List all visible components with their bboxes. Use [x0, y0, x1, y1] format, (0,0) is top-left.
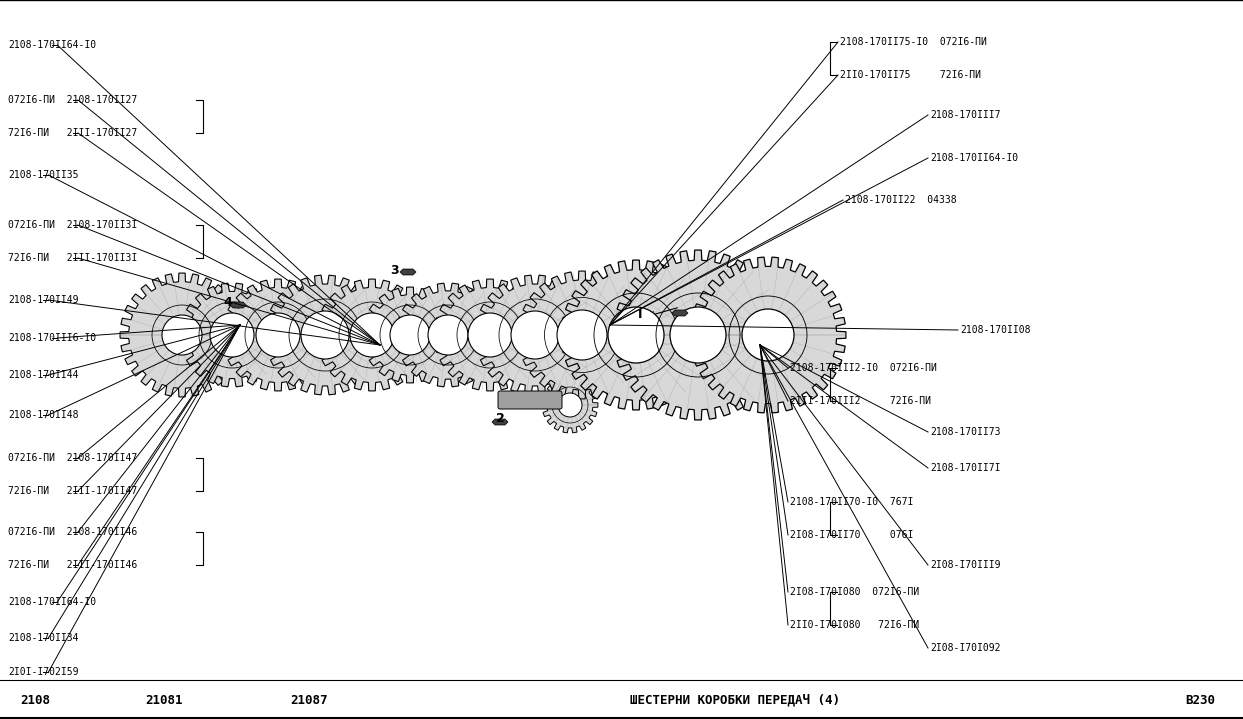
Circle shape: [256, 313, 300, 357]
Circle shape: [210, 313, 254, 357]
Text: 2108-170II73: 2108-170II73: [930, 427, 1001, 437]
Text: 072I6-ПИ  2108-170II27: 072I6-ПИ 2108-170II27: [7, 95, 137, 105]
Text: 72I6-ПИ   2III-170II3I: 72I6-ПИ 2III-170II3I: [7, 253, 137, 263]
Polygon shape: [362, 287, 457, 383]
Text: 4: 4: [224, 296, 232, 308]
Text: 2III-170III2     72I6-ПИ: 2III-170III2 72I6-ПИ: [791, 396, 931, 406]
Text: 72I6-ПИ   2III-170II27: 72I6-ПИ 2III-170II27: [7, 128, 137, 138]
Polygon shape: [434, 279, 546, 391]
Polygon shape: [222, 279, 334, 391]
Text: 2108-170II49: 2108-170II49: [7, 295, 78, 305]
Text: 2II0-I70I080   72I6-ПИ: 2II0-I70I080 72I6-ПИ: [791, 620, 920, 630]
Text: 2108-170II64-I0: 2108-170II64-I0: [7, 597, 96, 607]
Text: 072I6-ПИ  2108-170II47: 072I6-ПИ 2108-170II47: [7, 453, 137, 463]
Polygon shape: [561, 260, 711, 410]
Circle shape: [670, 307, 726, 363]
Text: 2108-170III2-I0  072I6-ПИ: 2108-170III2-I0 072I6-ПИ: [791, 363, 937, 373]
Text: 2108-170II44: 2108-170II44: [7, 370, 78, 380]
Polygon shape: [518, 271, 646, 399]
Text: 2108-170II22  04338: 2108-170II22 04338: [845, 195, 957, 205]
Text: I: I: [638, 308, 643, 321]
Text: 3: 3: [390, 263, 399, 277]
Circle shape: [608, 307, 664, 363]
Text: 2108-170II7I: 2108-170II7I: [930, 463, 1001, 473]
Text: 72I6-ПИ   2III-170II46: 72I6-ПИ 2III-170II46: [7, 560, 137, 570]
Circle shape: [557, 310, 607, 360]
Text: 2II0-170II75     72I6-ПИ: 2II0-170II75 72I6-ПИ: [840, 70, 981, 80]
Circle shape: [511, 311, 559, 359]
Text: 2I08-I70II70     076I: 2I08-I70II70 076I: [791, 530, 914, 540]
Text: 2108-170II08: 2108-170II08: [960, 325, 1030, 335]
Polygon shape: [121, 273, 244, 397]
Text: 2108-170II48: 2108-170II48: [7, 410, 78, 420]
Circle shape: [301, 311, 349, 359]
Circle shape: [162, 315, 203, 355]
Text: 2108-170III6-I0: 2108-170III6-I0: [7, 333, 96, 343]
Text: ШЕСТЕРНИ КОРОБКИ ПЕРЕДАЧ (4): ШЕСТЕРНИ КОРОБКИ ПЕРЕДАЧ (4): [630, 694, 840, 707]
Polygon shape: [492, 419, 508, 425]
Polygon shape: [475, 275, 595, 395]
Text: 2108-170II34: 2108-170II34: [7, 633, 78, 643]
FancyBboxPatch shape: [498, 391, 562, 409]
Circle shape: [558, 393, 582, 417]
Circle shape: [428, 315, 469, 355]
Polygon shape: [397, 283, 500, 387]
Polygon shape: [265, 275, 385, 395]
Text: 72I6-ПИ   2III-170II47: 72I6-ПИ 2III-170II47: [7, 486, 137, 496]
Circle shape: [390, 315, 430, 355]
Text: 2I08-I70I080  072I6-ПИ: 2I08-I70I080 072I6-ПИ: [791, 587, 920, 597]
Text: 2108-170II70-I0  767I: 2108-170II70-I0 767I: [791, 497, 914, 507]
Text: В230: В230: [1185, 694, 1214, 707]
Polygon shape: [230, 302, 246, 308]
Text: 21087: 21087: [290, 694, 327, 707]
Text: 072I6-ПИ  2108-170II46: 072I6-ПИ 2108-170II46: [7, 527, 137, 537]
Polygon shape: [672, 310, 687, 316]
Text: 2108-170II35: 2108-170II35: [7, 170, 78, 180]
Polygon shape: [316, 279, 428, 391]
Text: 21081: 21081: [145, 694, 183, 707]
Text: 2108-170II75-I0  072I6-ПИ: 2108-170II75-I0 072I6-ПИ: [840, 37, 987, 47]
Text: 2I08-I70I092: 2I08-I70I092: [930, 643, 1001, 653]
Text: 2108-170II64-I0: 2108-170II64-I0: [930, 153, 1018, 163]
Text: 2I0I-I702I59: 2I0I-I702I59: [7, 667, 78, 677]
Text: 2108-170III7: 2108-170III7: [930, 110, 1001, 120]
Polygon shape: [542, 377, 598, 433]
Circle shape: [351, 313, 394, 357]
Polygon shape: [180, 283, 283, 387]
Polygon shape: [690, 257, 846, 413]
Polygon shape: [613, 250, 783, 420]
Circle shape: [469, 313, 512, 357]
Polygon shape: [400, 269, 416, 275]
Text: 2108: 2108: [20, 694, 50, 707]
Text: 2: 2: [496, 411, 505, 424]
Text: 072I6-ПИ  2108-170II3I: 072I6-ПИ 2108-170II3I: [7, 220, 137, 230]
Text: 2108-170II64-I0: 2108-170II64-I0: [7, 40, 96, 50]
Circle shape: [742, 309, 794, 361]
Text: 2I08-I70III9: 2I08-I70III9: [930, 560, 1001, 570]
